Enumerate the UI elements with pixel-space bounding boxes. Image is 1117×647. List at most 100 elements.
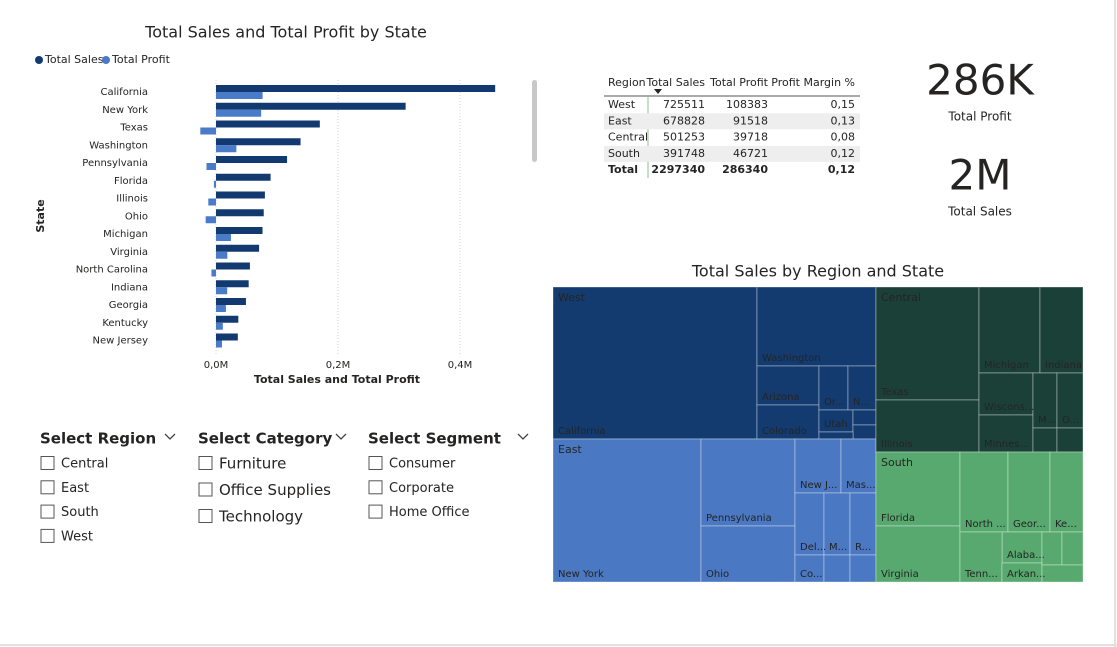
tile-label: Washington bbox=[762, 353, 821, 364]
tile-label: Michigan bbox=[984, 360, 1029, 371]
treemap-tile bbox=[1032, 427, 1058, 453]
card-label: Total Sales bbox=[947, 205, 1012, 219]
treemap-tile bbox=[1049, 451, 1084, 533]
scrollbar[interactable] bbox=[532, 80, 537, 162]
slicer-dropdown[interactable] bbox=[517, 433, 529, 440]
slicer-option[interactable]: Corporate bbox=[389, 481, 454, 496]
treemap-tile bbox=[794, 492, 825, 556]
y-tick-label: Pennsylvania bbox=[82, 158, 148, 169]
slicer-option[interactable]: West bbox=[61, 529, 93, 544]
bar bbox=[216, 305, 226, 312]
sort-indicator[interactable] bbox=[654, 89, 662, 94]
checkbox[interactable] bbox=[368, 504, 383, 519]
treemap-tile bbox=[1039, 286, 1084, 374]
y-tick-label: California bbox=[101, 87, 149, 98]
y-tick-label: New Jersey bbox=[93, 336, 149, 347]
table-cell: 39718 bbox=[733, 131, 768, 144]
table-header: Total Profit bbox=[709, 76, 769, 89]
checkbox[interactable] bbox=[40, 504, 55, 519]
card-value: 2M bbox=[949, 151, 1012, 200]
table-header: Profit Margin % bbox=[771, 76, 855, 89]
slicer-option[interactable]: Office Supplies bbox=[219, 481, 331, 499]
treemap-tile bbox=[700, 525, 796, 583]
treemap-tile bbox=[552, 286, 758, 440]
treemap-tile bbox=[978, 372, 1034, 416]
bar bbox=[216, 102, 406, 110]
bar bbox=[216, 227, 263, 234]
legend-label: Total Profit bbox=[111, 53, 171, 66]
chart-title: Total Sales and Total Profit by State bbox=[144, 23, 427, 42]
treemap-tile bbox=[1041, 564, 1084, 583]
tile-label: Ohio bbox=[706, 569, 729, 580]
treemap-tile bbox=[1041, 531, 1063, 566]
slicer-option[interactable]: South bbox=[61, 505, 99, 520]
treemap-tile bbox=[875, 286, 980, 401]
bar bbox=[216, 340, 222, 348]
x-tick-label: 0,0M bbox=[204, 360, 229, 371]
treemap-tile bbox=[852, 409, 877, 426]
table-cell: 725511 bbox=[663, 98, 705, 111]
x-tick-label: 0,4M bbox=[448, 360, 473, 371]
bar bbox=[216, 262, 250, 270]
tile-label: M... bbox=[829, 542, 847, 553]
table-cell: 0,15 bbox=[831, 98, 856, 111]
slicer-option[interactable]: Home Office bbox=[389, 505, 469, 520]
y-tick-label: Illinois bbox=[116, 194, 148, 205]
region-label: Central bbox=[881, 291, 921, 304]
checkbox[interactable] bbox=[368, 480, 383, 495]
table-cell: 678828 bbox=[663, 114, 705, 127]
treemap-tile bbox=[959, 451, 1009, 533]
slicer-option[interactable]: Technology bbox=[218, 508, 303, 526]
treemap-tile bbox=[1056, 427, 1084, 453]
table-cell: East bbox=[608, 114, 632, 127]
y-tick-label: Michigan bbox=[103, 229, 148, 240]
bar bbox=[216, 251, 228, 259]
table-cell: 286340 bbox=[722, 163, 768, 176]
slicer-option[interactable]: East bbox=[61, 481, 89, 496]
y-tick-label: Virginia bbox=[110, 247, 148, 258]
treemap-tile bbox=[849, 554, 877, 583]
checkbox[interactable] bbox=[40, 528, 55, 543]
bar bbox=[205, 216, 216, 224]
treemap-tile bbox=[794, 554, 825, 583]
tile-label: Or... bbox=[824, 397, 845, 408]
tile-label: Minnes... bbox=[984, 439, 1029, 450]
tile-label: New York bbox=[558, 569, 604, 580]
checkbox[interactable] bbox=[198, 456, 213, 470]
checkbox[interactable] bbox=[368, 456, 383, 470]
slicer-option[interactable]: Consumer bbox=[389, 457, 456, 472]
x-tick-label: 0,2M bbox=[326, 360, 351, 371]
checkbox[interactable] bbox=[198, 482, 213, 497]
tile-label: N... bbox=[853, 397, 870, 408]
tile-label: Wiscons... bbox=[984, 402, 1034, 413]
table-cell: Total bbox=[608, 163, 638, 176]
checkbox[interactable] bbox=[40, 480, 55, 495]
table-header: Total Sales bbox=[646, 76, 706, 89]
bar bbox=[216, 92, 263, 99]
slicer-dropdown[interactable] bbox=[335, 433, 347, 440]
y-tick-label: Washington bbox=[89, 140, 148, 151]
table-cell: 0,12 bbox=[828, 163, 855, 176]
row-band bbox=[604, 145, 860, 162]
bar bbox=[216, 333, 238, 341]
tile-label: California bbox=[558, 426, 606, 437]
card-value: 286K bbox=[926, 56, 1035, 105]
checkbox[interactable] bbox=[198, 509, 213, 523]
treemap-tile bbox=[1032, 372, 1058, 429]
card-label: Total Profit bbox=[947, 110, 1011, 124]
slicer-title: Select Category bbox=[198, 430, 332, 448]
y-tick-label: Ohio bbox=[125, 211, 148, 222]
slicer-dropdown[interactable] bbox=[164, 433, 176, 440]
table-cell: 108383 bbox=[726, 98, 768, 111]
slicer-title: Select Region bbox=[40, 430, 156, 448]
slicer-option[interactable]: Central bbox=[61, 457, 108, 472]
tile-label: Arkan... bbox=[1007, 569, 1046, 580]
treemap-tile bbox=[852, 424, 877, 440]
slicer-option[interactable]: Furniture bbox=[219, 455, 286, 473]
checkbox[interactable] bbox=[40, 456, 55, 470]
treemap-tile bbox=[959, 531, 1003, 583]
bar bbox=[206, 163, 216, 170]
tile-label: M... bbox=[1038, 415, 1056, 426]
tile-label: Pennsylvania bbox=[706, 513, 772, 524]
